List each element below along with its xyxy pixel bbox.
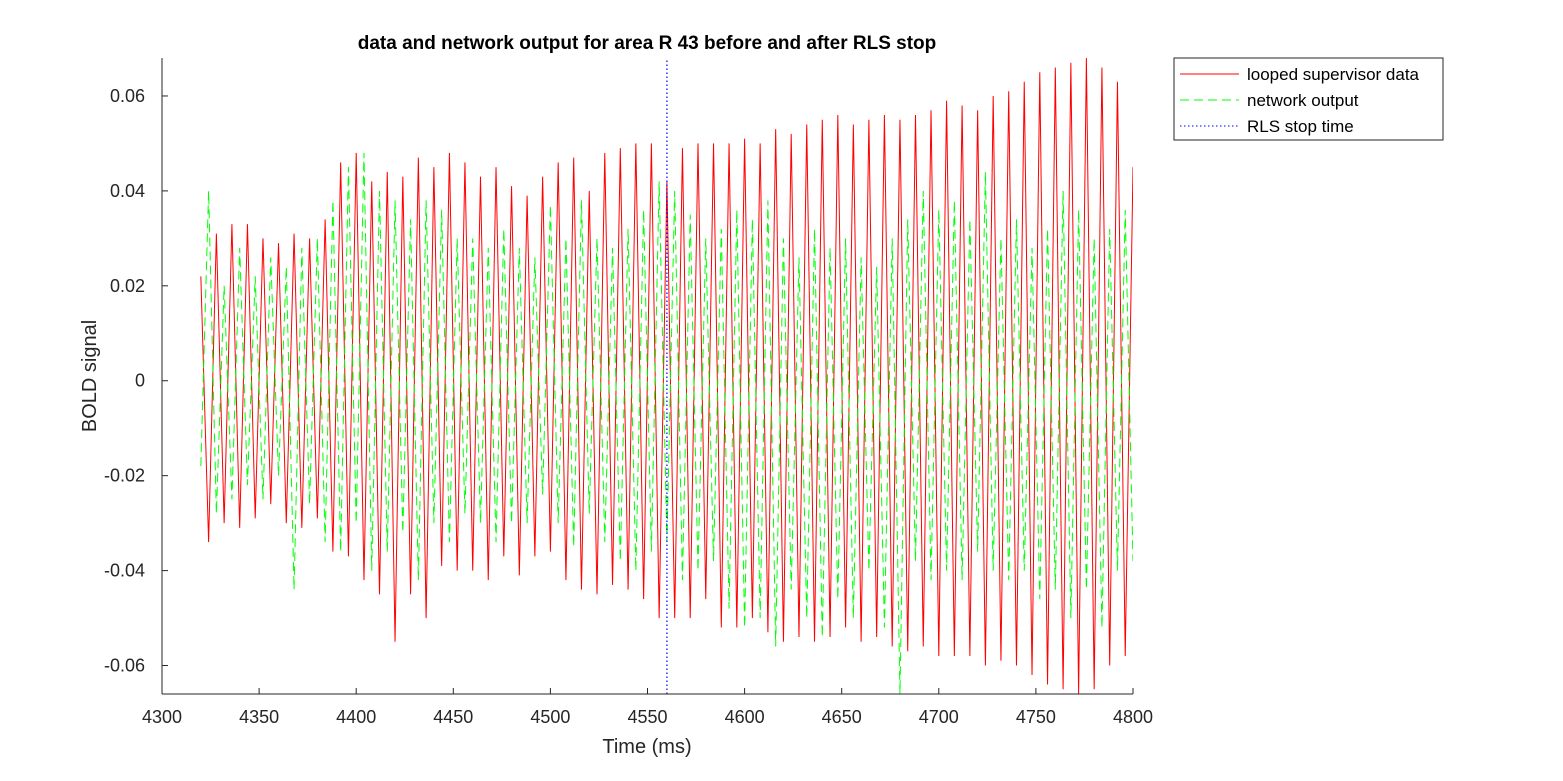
y-tick-label: 0 [135, 371, 145, 391]
x-tick-label: 4400 [336, 707, 376, 727]
y-tick-label: -0.06 [104, 656, 145, 676]
y-axis-label: BOLD signal [79, 320, 101, 432]
x-tick-label: 4800 [1113, 707, 1153, 727]
legend-label: RLS stop time [1247, 117, 1354, 136]
x-tick-label: 4500 [530, 707, 570, 727]
legend-box [1173, 57, 1444, 141]
x-tick-label: 4550 [627, 707, 667, 727]
plot-area: 4300 4350 4400 4450 4500 4550 4600 4650 4700 4750… [104, 58, 1153, 727]
legend-label: looped supervisor data [1247, 65, 1420, 84]
legend-item[interactable]: network output [1180, 91, 1359, 110]
series-layer [200, 58, 1133, 694]
series-line-2 [200, 152, 1133, 694]
chart-title: data and network output for area R 43 be… [358, 33, 937, 54]
y-tick-label: 0.04 [110, 181, 145, 201]
x-tick-label: 4450 [433, 707, 473, 727]
legend-item[interactable]: RLS stop time [1180, 117, 1354, 136]
x-tick-label: 4700 [919, 707, 959, 727]
x-tick-label: 4600 [725, 707, 765, 727]
legend-item[interactable]: looped supervisor data [1180, 65, 1420, 84]
y-tick-label: 0.02 [110, 276, 145, 296]
x-tick-label: 4300 [142, 707, 182, 727]
y-tick-label: -0.04 [104, 561, 145, 581]
legend[interactable]: looped supervisor data network output RLS … [1173, 57, 1444, 141]
x-tick-label: 4350 [239, 707, 279, 727]
legend-label: network output [1247, 91, 1359, 110]
y-tick-label: -0.02 [104, 466, 145, 486]
axes-layer: 4300 4350 4400 4450 4500 4550 4600 4650 4700 4750… [104, 58, 1153, 727]
legend-items: looped supervisor data network output RLS … [1180, 65, 1420, 136]
x-tick-label: 4750 [1016, 707, 1056, 727]
x-tick-label: 4650 [822, 707, 862, 727]
x-axis-label: Time (ms) [602, 736, 691, 758]
y-tick-label: 0.06 [110, 86, 145, 106]
